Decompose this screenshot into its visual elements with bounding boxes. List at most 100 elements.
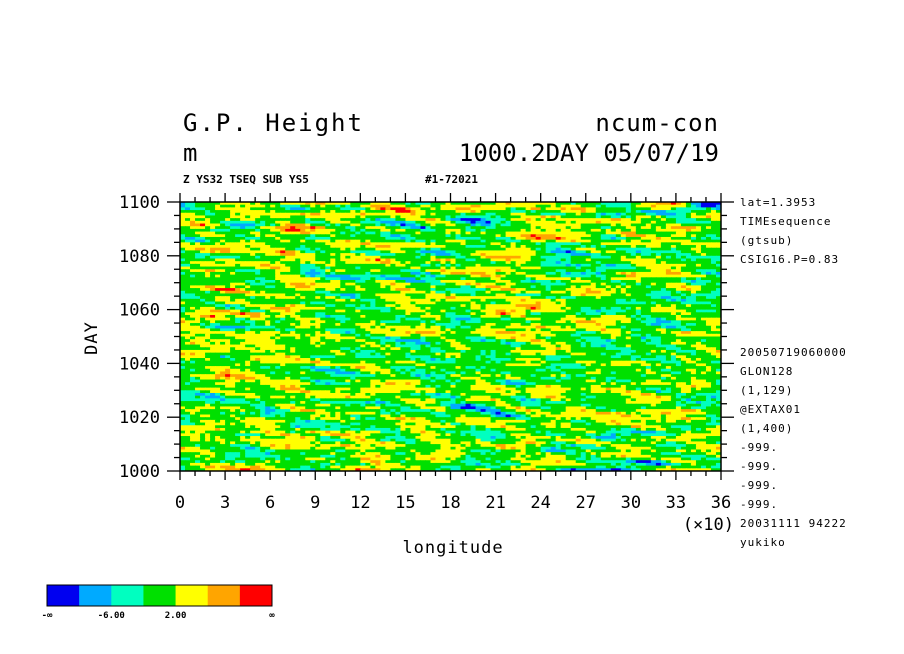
heatmap-cell — [220, 282, 226, 286]
heatmap-cell — [185, 202, 191, 206]
heatmap-cell — [430, 277, 437, 281]
heatmap-cell — [305, 253, 311, 257]
heatmap-cell — [715, 258, 721, 262]
heatmap-cell — [625, 250, 632, 254]
heatmap-cell — [180, 236, 186, 241]
heatmap-cell — [435, 285, 442, 289]
heatmap-cell — [275, 266, 281, 270]
heatmap-cell — [595, 204, 602, 208]
heatmap-cell — [280, 304, 286, 308]
heatmap-cell — [555, 269, 562, 273]
heatmap-cell — [605, 215, 612, 219]
heatmap-cell — [475, 236, 482, 241]
heatmap-cell — [270, 234, 276, 238]
heatmap-cell — [685, 245, 692, 249]
heatmap-cell — [685, 263, 692, 268]
heatmap-cell — [480, 293, 487, 297]
heatmap-cell — [425, 274, 432, 278]
heatmap-cell — [395, 207, 402, 211]
heatmap-cell — [630, 293, 637, 297]
heatmap-cell — [505, 212, 512, 217]
heatmap-cell — [640, 253, 647, 257]
heatmap-cell — [395, 261, 402, 265]
heatmap-cell — [690, 242, 697, 246]
heatmap-cell — [510, 271, 517, 276]
heatmap-cell — [715, 280, 721, 284]
heatmap-cell — [315, 220, 321, 225]
heatmap-cell — [685, 298, 692, 303]
heatmap-cell — [390, 253, 396, 257]
heatmap-cell — [715, 263, 721, 268]
heatmap-cell — [425, 242, 432, 246]
heatmap-cell — [555, 231, 562, 235]
heatmap-cell — [235, 250, 241, 254]
heatmap-cell — [610, 231, 617, 235]
heatmap-cell — [470, 220, 477, 225]
heatmap-cell — [400, 288, 407, 292]
heatmap-cell — [345, 266, 351, 270]
heatmap-cell — [210, 220, 216, 225]
heatmap-cell — [530, 290, 537, 295]
heatmap-cell — [460, 285, 467, 289]
heatmap-cell — [715, 255, 721, 260]
heatmap-cell — [315, 226, 321, 230]
heatmap-cell — [470, 290, 477, 295]
heatmap-cell — [540, 261, 547, 265]
heatmap-cell — [595, 202, 602, 206]
heatmap-cell — [495, 288, 502, 292]
heatmap-cell — [590, 226, 597, 230]
heatmap-cell — [335, 293, 341, 297]
heatmap-cell — [705, 269, 712, 273]
heatmap-cell — [440, 301, 447, 305]
heatmap-cell — [425, 253, 432, 257]
heatmap-cell — [660, 293, 667, 297]
heatmap-cell — [575, 290, 582, 295]
heatmap-cell — [410, 258, 417, 262]
heatmap-cell — [465, 212, 472, 217]
heatmap-cell — [525, 298, 532, 303]
heatmap-cell — [210, 226, 216, 230]
heatmap-cell — [185, 261, 191, 265]
heatmap-cell — [325, 228, 331, 233]
heatmap-cell — [675, 245, 682, 249]
heatmap-cell — [300, 288, 306, 292]
heatmap-cell — [715, 301, 721, 305]
heatmap-cell — [700, 202, 707, 206]
heatmap-cell — [615, 231, 622, 235]
heatmap-cell — [275, 274, 281, 278]
heatmap-cell — [640, 258, 647, 262]
heatmap-cell — [320, 298, 326, 303]
heatmap-cell — [560, 236, 567, 241]
heatmap-cell — [615, 285, 622, 289]
heatmap-cell — [470, 269, 477, 273]
heatmap-cell — [485, 215, 492, 219]
heatmap-cell — [550, 277, 557, 281]
heatmap-cell — [450, 288, 457, 292]
heatmap-cell — [215, 215, 221, 219]
heatmap-cell — [360, 226, 366, 230]
heatmap-cell — [450, 234, 457, 238]
heatmap-cell — [540, 212, 547, 217]
heatmap-cell — [230, 280, 236, 284]
heatmap-cell — [590, 290, 597, 295]
heatmap-cell — [295, 266, 301, 270]
heatmap-cell — [425, 210, 432, 214]
heatmap-cell — [525, 228, 532, 233]
heatmap-cell — [655, 282, 662, 286]
heatmap-cell — [690, 263, 697, 268]
heatmap-cell — [700, 255, 707, 260]
heatmap-cell — [260, 218, 266, 222]
heatmap-cell — [550, 231, 557, 235]
heatmap-cell — [255, 253, 261, 257]
heatmap-cell — [620, 220, 627, 225]
heatmap-cell — [555, 282, 562, 286]
heatmap-cell — [640, 245, 647, 249]
heatmap-cell — [515, 296, 522, 300]
heatmap-cell — [595, 234, 602, 238]
heatmap-cell — [180, 261, 186, 265]
heatmap-cell — [515, 234, 522, 238]
heatmap-cell — [545, 226, 552, 230]
heatmap-cell — [695, 228, 702, 233]
heatmap-cell — [260, 228, 266, 233]
heatmap-cell — [645, 298, 652, 303]
